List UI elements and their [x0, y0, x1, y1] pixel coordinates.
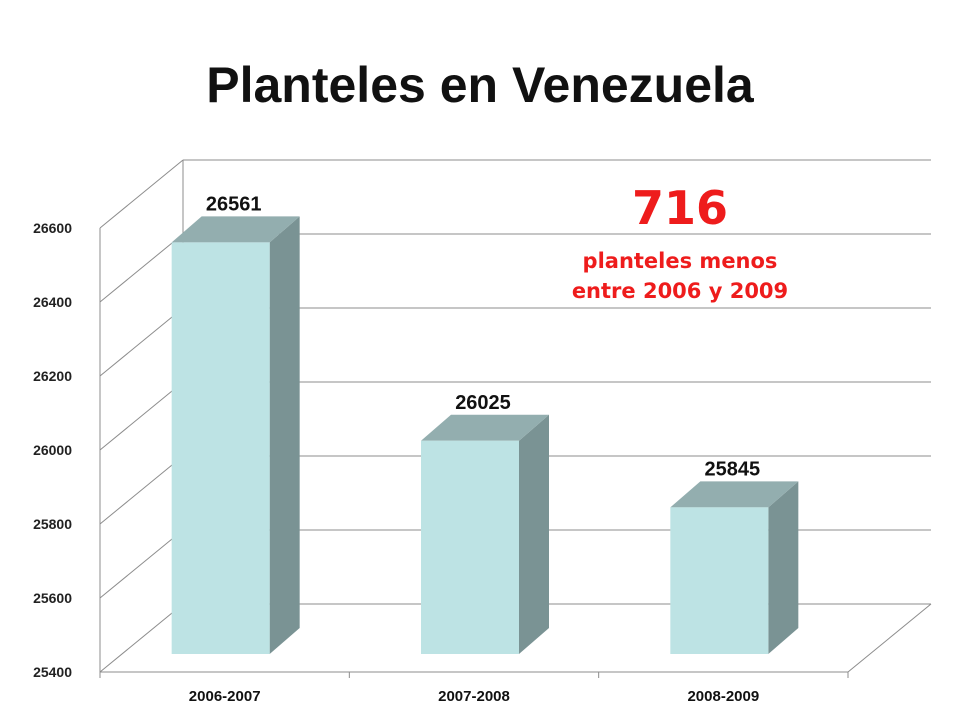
- bar-side: [519, 414, 549, 654]
- x-tick-label: 2007-2008: [438, 688, 510, 705]
- gridline-diagonal: [99, 159, 184, 229]
- bar-top: [171, 216, 300, 243]
- data-label: 25845: [705, 458, 761, 480]
- chart-title: Planteles en Venezuela: [206, 57, 754, 113]
- floor-edge: [847, 603, 932, 673]
- bar-side: [269, 216, 300, 654]
- gridline-diagonal: [99, 233, 184, 303]
- y-tick-label: 26400: [33, 294, 72, 310]
- bar-top: [670, 481, 799, 508]
- axes: [99, 228, 849, 678]
- x-tick-label: 2006-2007: [189, 688, 261, 705]
- bar: [171, 242, 270, 654]
- difference-number: 716: [631, 181, 729, 235]
- y-tick-label: 25800: [33, 516, 72, 532]
- y-tick-label: 25400: [33, 664, 72, 680]
- y-tick-label: 25600: [33, 590, 72, 606]
- y-tick-label: 26200: [33, 368, 72, 384]
- data-label: 26025: [455, 392, 511, 414]
- bar: [670, 507, 769, 654]
- difference-text: planteles menos entre 2006 y 2009: [571, 249, 789, 303]
- data-label: 26561: [206, 193, 262, 215]
- labels: 25400 25600 25800 26000 26200 26400 26600 26561…: [33, 193, 760, 705]
- bar-top: [421, 414, 549, 441]
- gridline-diagonal: [99, 603, 184, 673]
- y-tick-label: 26000: [33, 442, 72, 458]
- gridline-diagonal: [99, 381, 184, 451]
- gridline-diagonal: [99, 455, 184, 525]
- y-tick-label: 26600: [33, 220, 72, 236]
- bar: [421, 440, 519, 654]
- bars: [171, 216, 799, 654]
- gridline-diagonal: [99, 529, 184, 599]
- bar-side: [768, 481, 799, 654]
- gridline-diagonal: [99, 307, 184, 377]
- x-tick-label: 2008-2009: [687, 688, 759, 705]
